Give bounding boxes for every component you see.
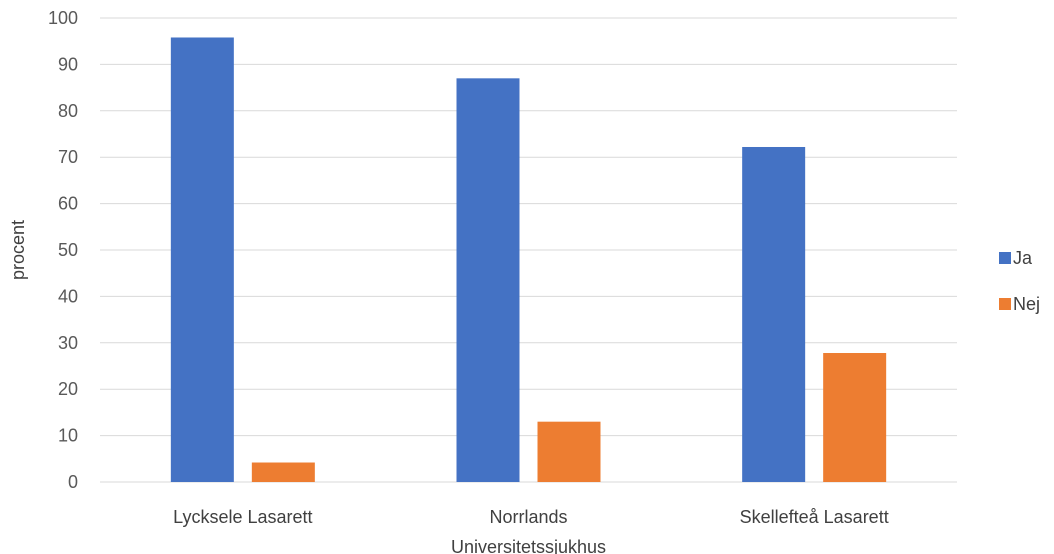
y-tick-label: 10	[58, 426, 78, 446]
y-tick-label: 60	[58, 194, 78, 214]
bar-ja	[742, 146, 806, 482]
legend-swatch-nej	[999, 298, 1011, 310]
y-tick-label: 70	[58, 147, 78, 167]
legend-label-ja: Ja	[1013, 248, 1033, 268]
x-category-label: Universitetssjukhus	[451, 537, 606, 554]
legend-label-nej: Nej	[1013, 294, 1040, 314]
y-tick-label: 90	[58, 54, 78, 74]
y-tick-label: 40	[58, 286, 78, 306]
y-axis-ticks: 0 10 20 30 40 50 60 70 80 90 100	[48, 8, 78, 492]
y-tick-label: 50	[58, 240, 78, 260]
y-tick-label: 100	[48, 8, 78, 28]
legend-swatch-ja	[999, 252, 1011, 264]
bar-ja	[456, 78, 520, 482]
bar-ja	[170, 37, 234, 482]
bar-nej	[251, 462, 315, 482]
legend: Ja Nej	[999, 248, 1040, 314]
x-category-label: Skellefteå Lasarett	[740, 507, 889, 527]
bar-nej	[537, 421, 601, 482]
bars	[170, 37, 887, 482]
x-axis-labels: Lycksele Lasarett Norrlands Universitetssj…	[173, 507, 889, 554]
y-tick-label: 20	[58, 379, 78, 399]
x-category-label: Lycksele Lasarett	[173, 507, 312, 527]
y-axis-title: procent	[8, 220, 28, 280]
gridlines	[100, 17, 957, 483]
bar-nej	[823, 353, 887, 482]
y-tick-label: 80	[58, 101, 78, 121]
y-tick-label: 0	[68, 472, 78, 492]
x-category-label: Norrlands	[489, 507, 567, 527]
y-tick-label: 30	[58, 333, 78, 353]
